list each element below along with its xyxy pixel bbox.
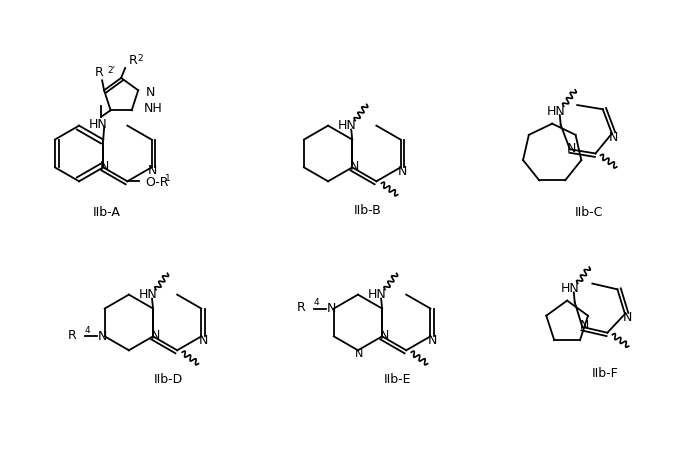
Text: N: N <box>428 333 437 346</box>
Text: 4: 4 <box>85 325 90 334</box>
Text: N: N <box>148 163 157 176</box>
Text: IIb-B: IIb-B <box>354 203 382 216</box>
Text: N: N <box>199 333 208 346</box>
Text: N: N <box>350 160 359 173</box>
Text: IIb-F: IIb-F <box>591 366 619 379</box>
Text: 2: 2 <box>137 54 143 63</box>
Text: N: N <box>98 329 108 342</box>
Text: IIb-E: IIb-E <box>384 372 412 385</box>
Text: 2': 2' <box>107 66 115 75</box>
Text: N: N <box>579 319 589 332</box>
Text: HN: HN <box>368 288 387 300</box>
Text: N: N <box>327 301 336 314</box>
Text: R: R <box>68 328 77 341</box>
Text: R: R <box>129 54 138 67</box>
Text: 1: 1 <box>165 174 171 182</box>
Text: N: N <box>622 311 632 324</box>
Text: IIb-C: IIb-C <box>575 205 603 218</box>
Text: N: N <box>567 142 577 155</box>
Text: HN: HN <box>561 282 579 294</box>
Text: N: N <box>610 131 619 144</box>
Text: HN: HN <box>547 105 565 118</box>
Text: N: N <box>146 86 156 99</box>
Text: N: N <box>150 328 159 341</box>
Text: HN: HN <box>338 119 356 132</box>
Text: HN: HN <box>89 118 108 131</box>
Text: IIb-D: IIb-D <box>154 372 183 385</box>
Text: O-R: O-R <box>145 175 169 188</box>
Text: R: R <box>95 66 103 79</box>
Text: N: N <box>398 164 408 177</box>
Text: R: R <box>297 300 306 313</box>
Text: HN: HN <box>138 288 157 300</box>
Text: NH: NH <box>144 101 162 114</box>
Text: N: N <box>380 328 389 341</box>
Text: 4: 4 <box>314 297 319 307</box>
Text: IIb-A: IIb-A <box>93 205 121 218</box>
Text: N: N <box>355 349 363 358</box>
Text: N: N <box>99 160 109 173</box>
